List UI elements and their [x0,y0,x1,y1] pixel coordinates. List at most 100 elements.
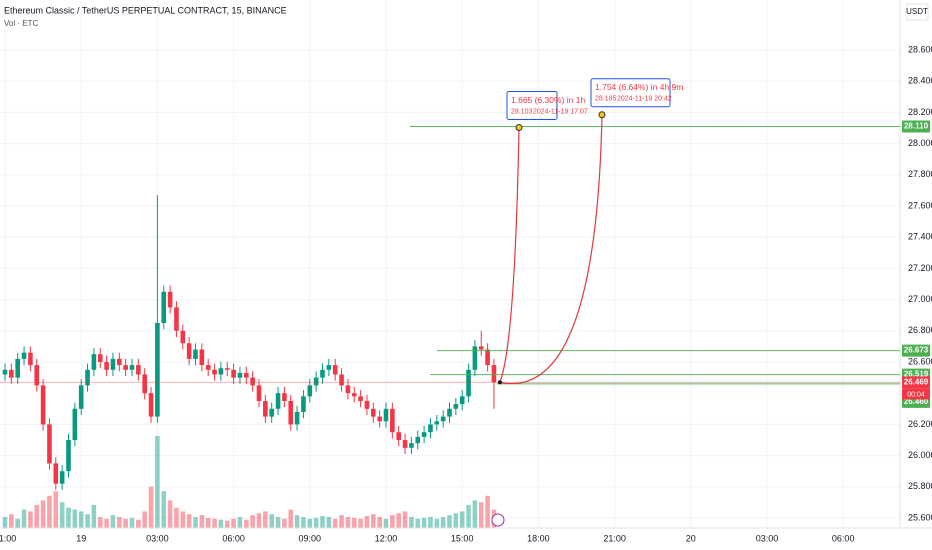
candle-body [256,385,262,401]
volume-bar [136,519,141,528]
y-tick-label: 26.000 [908,450,932,460]
volume-bar [78,511,84,528]
volume-bar [155,436,160,528]
candle-body [155,323,160,417]
y-tick-label: 26.800 [908,325,932,335]
volume-bar [85,514,90,528]
candle-body [142,374,147,394]
candle-body [15,358,20,378]
candle-body [59,471,65,484]
candle-body [2,369,8,375]
candle-body [421,432,427,437]
volume-bar [218,519,224,528]
y-tick-label: 27.400 [908,232,932,242]
price-label: 26.673 [904,346,929,355]
candle-body [390,408,395,433]
currency-box[interactable] [905,3,929,21]
candle-body [466,369,471,397]
candle-body [269,408,274,417]
candle-body [110,358,116,370]
price-label-box [902,120,930,133]
volume-bar [186,514,192,528]
candle-body [174,307,179,331]
volume-bar [59,502,65,528]
projection-box [590,78,671,108]
projection-curve [499,114,603,385]
candle-body [320,369,325,378]
projection-price: 28.185 [595,96,617,103]
volume-bar [358,518,363,528]
volume-bar [110,515,116,528]
projection-curve [499,127,520,383]
candle-body [78,385,84,409]
candle-body [288,401,294,425]
x-tick-label: 06:00 [832,533,855,543]
projection-target [598,111,606,119]
x-tick-label: 21:00 [0,533,16,543]
candle-body [383,408,389,422]
candle-body [434,421,440,425]
volume-bar [421,517,427,528]
x-tick-label: 09:00 [299,533,322,543]
candle-body [409,443,414,448]
x-tick-label: 19 [76,533,86,543]
volume-bar [390,515,395,528]
volume-bar [40,500,46,528]
projection-target [515,124,523,132]
candle-body [275,393,281,409]
volume-bar [377,516,382,528]
x-tick-label: 20 [686,533,696,543]
candle-body [358,396,363,401]
projection-origin [497,380,502,385]
x-tick-label: 12:00 [375,533,398,543]
y-tick-label: 25.600 [908,512,932,522]
volume-bar [478,502,484,528]
x-tick-label: 03:00 [756,533,779,543]
projection-change: 1.665 (6.30%) in 1h [511,95,585,105]
volume-bar [180,511,186,528]
candle-body [224,368,230,370]
volume-bar [34,505,40,528]
currency[interactable]: USDT [906,7,928,16]
candle-body [218,368,224,375]
candle-body [136,365,141,375]
candle-body [72,408,78,440]
volume-bar [212,518,217,528]
volume-bar [339,515,344,528]
candle-body [53,463,59,484]
volume-bar [47,495,52,528]
overlay: 25.600 25.800 26.000 26.200 26.600 26.800 27.0… [0,44,932,543]
volume-bar [345,516,351,528]
volume-bar [2,516,8,528]
x-tick-label: 21:00 [603,533,626,543]
x-tick-label: 15:00 [451,533,474,543]
candle-body [282,393,287,401]
volume-bar [364,516,370,528]
candle-body [28,352,33,366]
price-label: 28.110 [904,122,929,131]
candle-body [161,291,167,323]
volume-bar [447,515,452,528]
volume-bar [174,507,179,528]
candle-body [371,408,376,417]
volume-bar [250,515,255,528]
volume-bar [282,518,287,528]
volume-bar [409,516,414,528]
plot [2,195,497,528]
replay-icon [491,513,505,527]
volume-bar [129,517,135,528]
volume-bar [263,511,268,528]
y-tick-label: 28.400 [908,76,932,86]
candle-body [117,358,122,366]
volume-bar [383,518,389,528]
candle-body [402,440,408,448]
candle-body [415,436,421,444]
candle-body [9,369,14,378]
volume-bar [237,516,243,528]
candle-body [332,365,338,375]
volume-bar [332,518,338,528]
price-label: 26.469 [904,378,929,387]
volume-bar [117,516,122,528]
y-tick-label: 26.600 [908,356,932,366]
